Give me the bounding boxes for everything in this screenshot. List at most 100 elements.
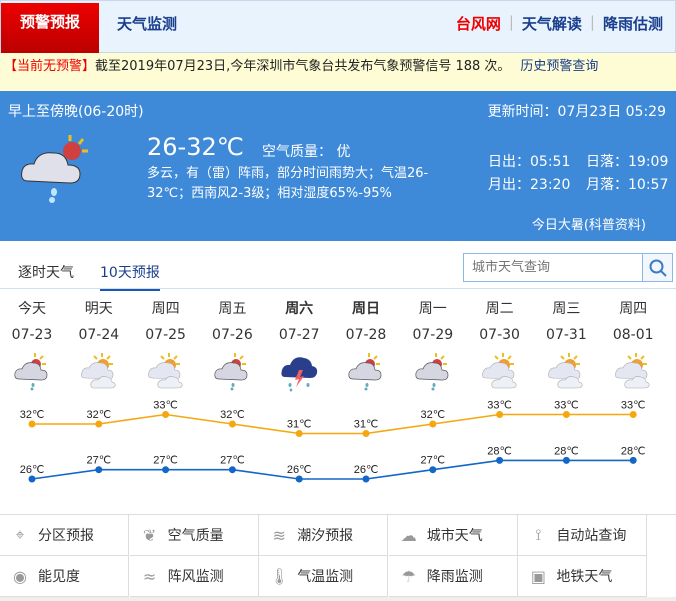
forecast-day-label: 周三 xyxy=(552,301,581,317)
low-temp-point xyxy=(162,466,170,474)
service-eye[interactable]: ◉ 能见度 xyxy=(0,556,129,597)
service-rain-cloud[interactable]: ☂ 降雨监测 xyxy=(388,556,518,597)
service-sun-cloud[interactable]: ☁ 城市天气 xyxy=(388,515,518,556)
sun-cloud-icon: ☁ xyxy=(400,525,417,545)
low-temp-label: 26℃ xyxy=(287,464,312,476)
divider xyxy=(0,288,676,289)
service-train[interactable]: ▣ 地铁天气 xyxy=(518,556,648,597)
top-nav: 预警预报 天气监测 台风网 | 天气解读 | 降雨估测 xyxy=(0,0,676,53)
map-pin-icon: ⌖ xyxy=(15,525,25,544)
tab-10-day[interactable]: 10天预报 xyxy=(100,262,160,291)
forecast-day-label: 周六 xyxy=(285,301,314,317)
forecast-day-label: 周五 xyxy=(218,301,247,317)
temperature-chart: 32℃ 32℃ 33℃ 32℃ 31℃ 31℃ 32℃ 33℃ 33℃ 33℃ 26℃ 27℃ 27℃ 2… xyxy=(20,400,646,483)
service-tide[interactable]: ≋ 潮汐预报 xyxy=(259,515,389,556)
low-temp-label: 26℃ xyxy=(20,464,45,476)
high-temp-label: 33℃ xyxy=(153,400,178,412)
forecast-date: 07-27 xyxy=(278,327,320,343)
low-temp-point xyxy=(562,456,570,464)
cloud-rain-icon xyxy=(21,135,88,203)
cloud-rain-icon xyxy=(214,353,248,391)
low-temp-point xyxy=(228,466,236,474)
high-temp-point xyxy=(295,430,303,437)
high-temp-point xyxy=(496,411,504,418)
low-temp-label: 28℃ xyxy=(554,445,579,457)
low-temp-label: 26℃ xyxy=(354,464,379,476)
divider: | xyxy=(589,13,595,31)
tide-icon: ≋ xyxy=(272,525,286,545)
partly-cloudy-icon xyxy=(80,353,116,389)
search-button[interactable] xyxy=(642,254,672,281)
low-temp-point xyxy=(28,475,36,483)
high-temp-label: 32℃ xyxy=(20,409,45,421)
service-map-pin[interactable]: ⌖ 分区预报 xyxy=(0,515,129,556)
link-weather-analysis[interactable]: 天气解读 xyxy=(521,15,582,33)
history-warning-link[interactable]: 历史预警查询 xyxy=(520,59,599,74)
update-time: 更新时间：07月23日 05:29 xyxy=(487,104,666,120)
service-thermometer[interactable]: 🌡 气温监测 xyxy=(259,556,389,597)
sunset: 日落：19:09 xyxy=(586,154,669,170)
high-temp-point xyxy=(95,420,103,428)
city-search xyxy=(463,253,673,282)
service-leaf[interactable]: ❦ 空气质量 xyxy=(129,515,259,556)
high-temp-label: 32℃ xyxy=(220,409,245,421)
forecast-day-label: 今天 xyxy=(18,301,46,317)
low-temp-label: 27℃ xyxy=(87,455,112,467)
low-temp-point xyxy=(295,475,303,483)
moonrise: 月出：23:20 xyxy=(488,177,571,193)
low-temp-label: 27℃ xyxy=(220,455,245,467)
forecast-day-label: 周一 xyxy=(418,301,447,317)
high-temp-point xyxy=(28,420,36,428)
link-rain-estimate[interactable]: 降雨估测 xyxy=(602,15,663,33)
high-temp-point xyxy=(429,420,437,428)
service-weather-station[interactable]: ⟟ 自动站查询 xyxy=(518,515,648,556)
partly-cloudy-icon xyxy=(548,353,583,389)
service-label: 地铁天气 xyxy=(556,569,613,585)
service-label: 潮汐预报 xyxy=(297,528,354,544)
low-temp-label: 27℃ xyxy=(153,455,178,467)
forecast-date: 07-29 xyxy=(412,327,454,343)
search-icon xyxy=(649,259,667,277)
low-temp-point xyxy=(95,466,103,474)
eye-icon: ◉ xyxy=(13,566,27,586)
warning-bar: 【当前无预警】截至2019年07月23日,今年深圳市气象台共发布气象预警信号 1… xyxy=(0,53,676,91)
high-temp-label: 31℃ xyxy=(354,419,379,431)
forecast-date: 07-23 xyxy=(11,327,53,343)
tab-hourly[interactable]: 逐时天气 xyxy=(18,265,74,281)
low-temp-line xyxy=(31,459,634,480)
cloud-rain-icon xyxy=(348,353,382,391)
warning-text: 截至2019年07月23日,今年深圳市气象台共发布气象预警信号 188 次。 xyxy=(95,59,511,74)
high-temp-label: 31℃ xyxy=(287,419,312,431)
tab-warning-forecast[interactable]: 预警预报 xyxy=(1,3,99,53)
cloud-rain-icon xyxy=(415,353,449,391)
forecast-date: 07-26 xyxy=(212,327,253,343)
service-wind[interactable]: ≈ 阵风监测 xyxy=(129,556,259,597)
forecast-day-label: 周四 xyxy=(151,301,180,317)
service-label: 分区预报 xyxy=(38,528,94,544)
low-temp-point xyxy=(496,456,504,464)
leaf-icon: ❦ xyxy=(142,525,157,545)
forecast-date: 08-01 xyxy=(612,327,654,343)
low-temp-label: 28℃ xyxy=(487,445,512,457)
weather-description: 多云，有（雷）阵雨，部分时间雨势大；气温26-32℃；西南风2-3级；相对湿度6… xyxy=(147,166,429,201)
service-label: 城市天气 xyxy=(426,528,483,544)
temp-range: 26-32℃ xyxy=(147,133,244,161)
forecast-date: 07-28 xyxy=(345,327,387,343)
forecast-date: 07-24 xyxy=(78,327,120,343)
air-quality: 空气质量： 优 xyxy=(262,144,351,160)
service-label: 空气质量 xyxy=(167,528,224,544)
tab-weather-monitor[interactable]: 天气监测 xyxy=(117,15,178,33)
high-temp-label: 33℃ xyxy=(621,400,646,412)
city-search-input[interactable] xyxy=(464,254,642,281)
link-typhoon[interactable]: 台风网 xyxy=(455,15,501,33)
wind-icon: ≈ xyxy=(142,566,157,586)
high-temp-point xyxy=(228,420,236,428)
high-temp-point xyxy=(562,411,570,418)
service-label: 降雨监测 xyxy=(426,569,483,585)
solar-term-link[interactable]: 今日大暑(科普资料) xyxy=(531,218,646,233)
service-label: 能见度 xyxy=(38,569,80,585)
high-temp-label: 33℃ xyxy=(487,400,512,412)
weather-station-icon: ⟟ xyxy=(535,525,542,544)
today-panel: 早上至傍晚(06-20时) 更新时间：07月23日 05:29 26-32℃ 空… xyxy=(0,91,676,241)
forecast-day-label: 周四 xyxy=(619,301,648,317)
